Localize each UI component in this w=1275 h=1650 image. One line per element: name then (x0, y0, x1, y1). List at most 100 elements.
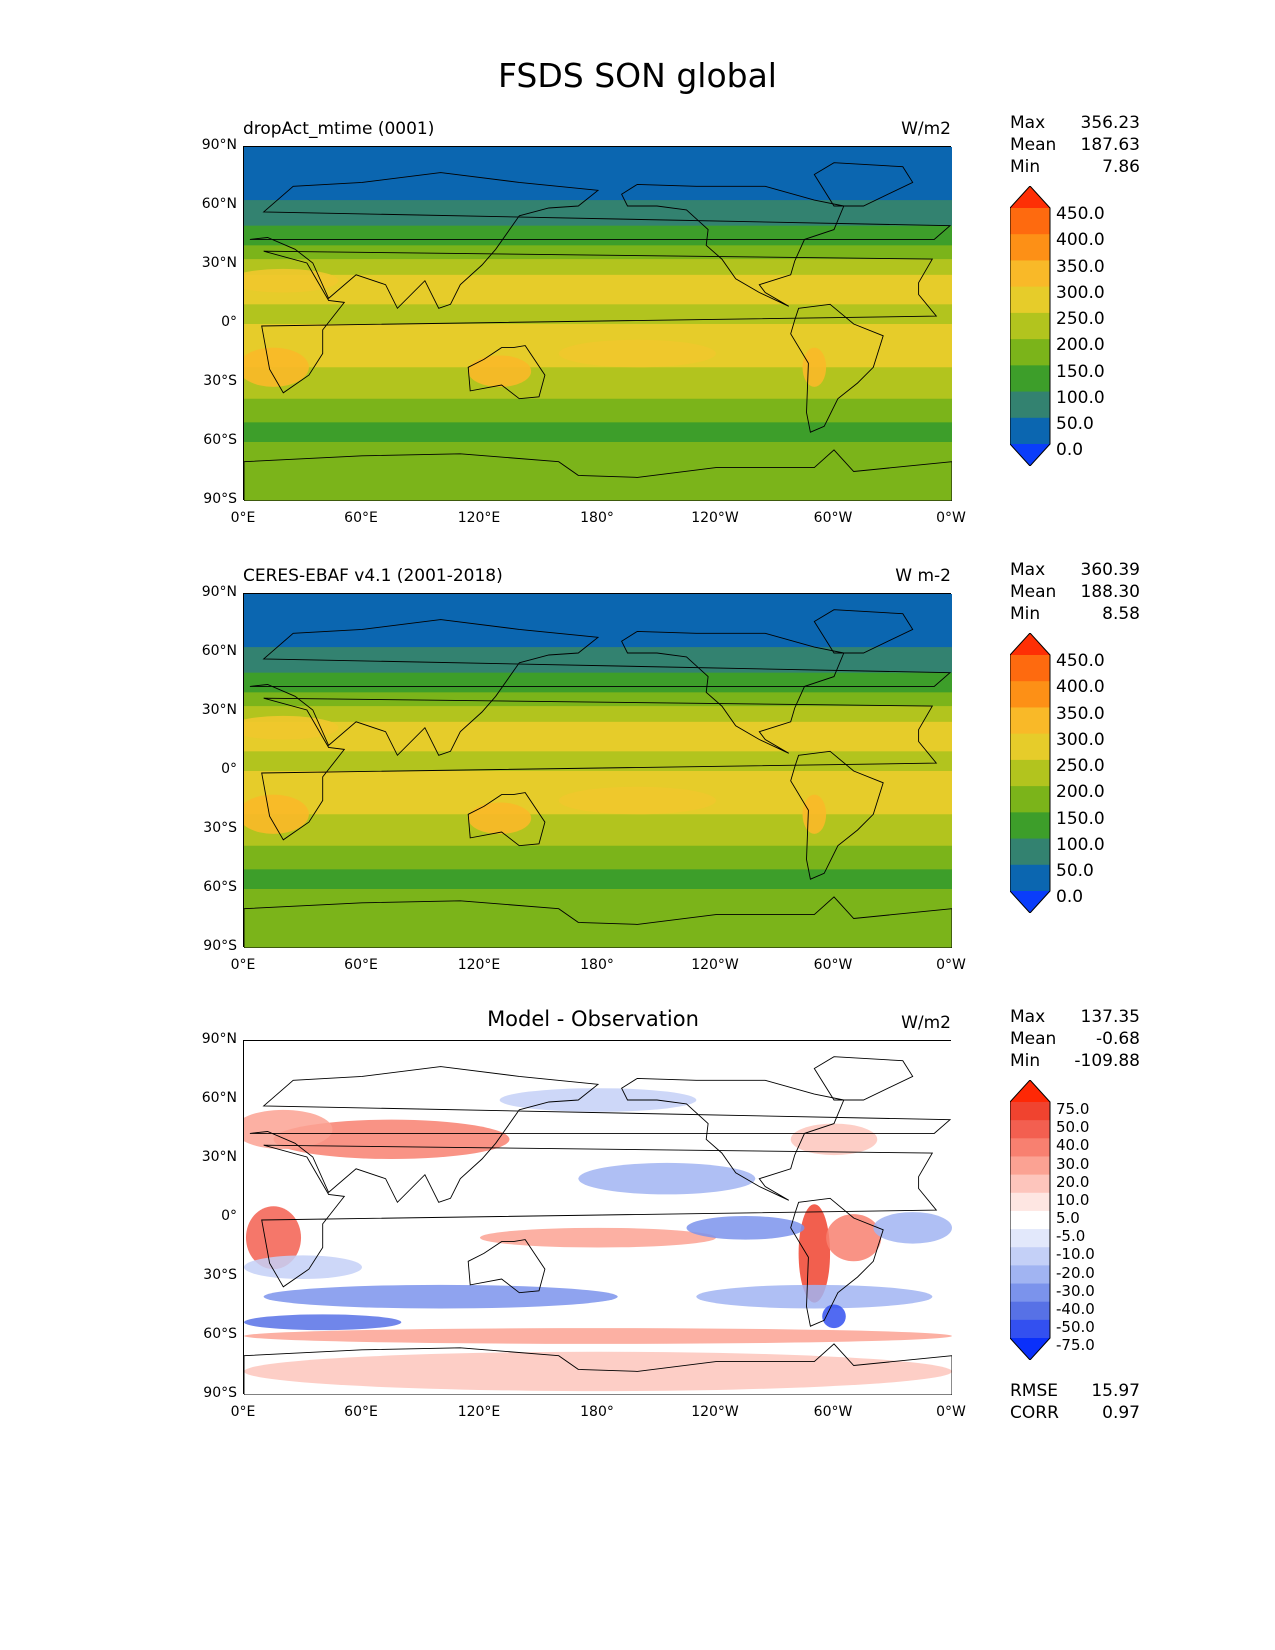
colorbar-max-extend (1010, 186, 1050, 208)
colorbar (1010, 186, 1051, 466)
colorbar-tick-label: 400.0 (1056, 230, 1105, 251)
metric-row: RMSE 15.97 (1010, 1380, 1140, 1402)
lat-tick-label: 0° (221, 314, 237, 330)
stat-value: 137.35 (1080, 1007, 1140, 1027)
colorbar-tick-label: 5.0 (1056, 1209, 1080, 1228)
colorbar-tick-label: 0.0 (1056, 440, 1084, 461)
lat-tick-label: 60°N (201, 196, 237, 212)
lat-tick-label: 0° (221, 1208, 237, 1224)
stat-label: Min (1010, 157, 1041, 177)
colorbar-min-extend (1010, 444, 1050, 466)
colorbar-tick-label: 50.0 (1056, 1118, 1090, 1137)
colorbar-segment (1010, 417, 1050, 445)
colorbar-tick-label: 250.0 (1056, 756, 1105, 777)
colorbar-segment (1010, 1319, 1050, 1339)
map-plot (243, 1040, 952, 1395)
colorbar-tick-label: -5.0 (1056, 1227, 1086, 1246)
colorbar-tick-label: 75.0 (1056, 1100, 1090, 1119)
metric-label: CORR (1010, 1403, 1059, 1423)
lat-tick-label: 90°S (203, 1385, 237, 1401)
colorbar-tick-label: -40.0 (1056, 1299, 1095, 1318)
colorbar-segment (1010, 1265, 1050, 1285)
stat-row: Mean 188.30 (1010, 581, 1140, 603)
metrics-block: RMSE 15.97 CORR 0.97 (1010, 1380, 1140, 1424)
units-label: W/m2 (901, 119, 951, 139)
stat-row: Min -109.88 (1010, 1050, 1140, 1072)
colorbar-min-extend (1010, 891, 1050, 913)
lon-tick-label: 180° (580, 510, 614, 526)
stat-value: 188.30 (1080, 582, 1140, 602)
colorbar-segment (1010, 286, 1050, 314)
colorbar-segment (1010, 733, 1050, 761)
colorbar-segment (1010, 234, 1050, 261)
colorbar-segment (1010, 339, 1050, 366)
colorbar-tick-label: 250.0 (1056, 309, 1105, 330)
panel-title: CERES-EBAF v4.1 (2001-2018) (243, 566, 503, 586)
lon-tick-label: 180° (580, 957, 614, 973)
stat-value: -0.68 (1096, 1029, 1140, 1049)
colorbar-segment (1010, 681, 1050, 708)
colorbar-tick-label: 40.0 (1056, 1136, 1090, 1155)
map-plot (243, 593, 952, 948)
colorbar-tick-label: 350.0 (1056, 256, 1105, 277)
stat-value: 356.23 (1080, 113, 1140, 133)
colorbar-tick-label: 50.0 (1056, 414, 1094, 434)
lon-tick-label: 0°E (230, 1404, 256, 1420)
lat-tick-label: 30°S (203, 373, 237, 389)
lon-tick-label: 60°W (813, 510, 853, 526)
colorbar-tick-label: 200.0 (1056, 335, 1105, 356)
colorbar-tick-label: 30.0 (1056, 1154, 1090, 1173)
lon-tick-label: 120°E (457, 1404, 501, 1420)
metric-value: 15.97 (1091, 1381, 1140, 1401)
stats-block: Max 360.39 Mean 188.30 Min 8.58 (1010, 559, 1140, 625)
lat-tick-label: 30°N (201, 702, 237, 718)
units-label: W/m2 (901, 1013, 951, 1033)
lat-tick-label: 30°N (201, 255, 237, 271)
colorbar-segment (1010, 208, 1050, 235)
colorbar-tick-label: 0.0 (1056, 887, 1084, 908)
lon-tick-label: 0°E (230, 957, 256, 973)
lat-tick-label: 30°S (203, 820, 237, 836)
lat-tick-label: 60°S (203, 432, 237, 448)
metric-row: CORR 0.97 (1010, 1402, 1140, 1424)
stat-label: Max (1010, 113, 1046, 133)
colorbar-segment (1010, 365, 1050, 393)
lon-tick-label: 120°E (457, 957, 501, 973)
metric-label: RMSE (1010, 1381, 1059, 1401)
lat-tick-label: 90°N (201, 137, 237, 153)
metric-value: 0.97 (1102, 1403, 1140, 1423)
lon-tick-label: 60°E (344, 1404, 378, 1420)
lon-tick-label: 120°E (457, 510, 501, 526)
colorbar (1010, 1080, 1051, 1360)
colorbar-segment (1010, 1192, 1050, 1212)
lon-tick-label: 180° (580, 1404, 614, 1420)
units-label: W m-2 (895, 566, 951, 586)
stat-label: Min (1010, 604, 1041, 624)
lat-tick-label: 90°S (203, 491, 237, 507)
colorbar-tick-label: 100.0 (1056, 387, 1105, 408)
stat-row: Min 8.58 (1010, 603, 1140, 625)
lat-tick-label: 90°N (201, 584, 237, 600)
colorbar-segment (1010, 1283, 1050, 1303)
stat-value: -109.88 (1074, 1051, 1140, 1071)
colorbar-segment (1010, 312, 1050, 340)
colorbar-segment (1010, 1102, 1050, 1121)
colorbar-max-extend (1010, 1080, 1050, 1102)
lat-tick-label: 60°N (201, 1090, 237, 1106)
stat-label: Max (1010, 560, 1046, 580)
lon-tick-label: 0°E (230, 510, 256, 526)
stats-block: Max 356.23 Mean 187.63 Min 7.86 (1010, 112, 1140, 178)
colorbar-segment (1010, 786, 1050, 813)
colorbar-segment (1010, 1301, 1050, 1321)
colorbar-segment (1010, 655, 1050, 682)
lon-tick-label: 60°E (344, 510, 378, 526)
lon-tick-label: 60°W (813, 957, 853, 973)
colorbar-tick-label: -10.0 (1056, 1245, 1095, 1264)
colorbar-tick-label: 450.0 (1056, 651, 1105, 672)
map-plot (243, 146, 952, 501)
colorbar-segment (1010, 1156, 1050, 1176)
colorbar-tick-label: 20.0 (1056, 1172, 1090, 1191)
colorbar-segment (1010, 1247, 1050, 1266)
colorbar-tick-label: 10.0 (1056, 1190, 1090, 1209)
colorbar-tick-label: 150.0 (1056, 808, 1105, 829)
